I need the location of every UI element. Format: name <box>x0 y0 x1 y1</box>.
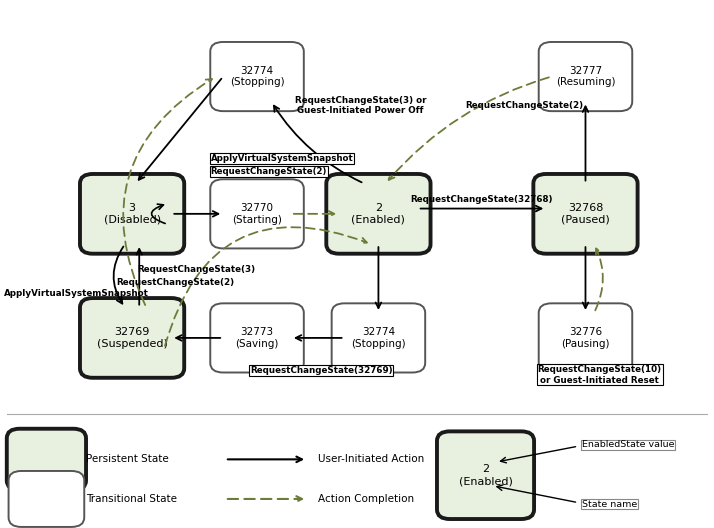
Text: 32770
(Starting): 32770 (Starting) <box>232 203 282 224</box>
Text: ApplyVirtualSystemSnapshot: ApplyVirtualSystemSnapshot <box>211 154 353 163</box>
Text: Persistent State: Persistent State <box>86 455 169 464</box>
FancyBboxPatch shape <box>331 303 426 373</box>
Text: RequestChangeState(10)
or Guest-Initiated Reset: RequestChangeState(10) or Guest-Initiate… <box>538 365 662 384</box>
Text: 32769
(Suspended): 32769 (Suspended) <box>96 327 168 348</box>
FancyBboxPatch shape <box>326 174 431 254</box>
Text: 2
(Enabled): 2 (Enabled) <box>351 203 406 224</box>
Text: RequestChangeState(32768): RequestChangeState(32768) <box>411 195 553 204</box>
FancyBboxPatch shape <box>437 431 534 519</box>
Text: User-Initiated Action: User-Initiated Action <box>318 455 424 464</box>
FancyBboxPatch shape <box>210 42 304 111</box>
Text: 32774
(Stopping): 32774 (Stopping) <box>351 327 406 348</box>
Text: 32768
(Paused): 32768 (Paused) <box>561 203 610 224</box>
Text: Action Completion: Action Completion <box>318 494 414 504</box>
FancyBboxPatch shape <box>80 174 184 254</box>
Text: 2
(Enabled): 2 (Enabled) <box>458 465 513 486</box>
Text: Transitional State: Transitional State <box>86 494 176 504</box>
Text: RequestChangeState(2): RequestChangeState(2) <box>116 278 234 287</box>
FancyBboxPatch shape <box>210 180 304 249</box>
Text: RequestChangeState(3) or
Guest-Initiated Power Off: RequestChangeState(3) or Guest-Initiated… <box>295 96 426 115</box>
FancyBboxPatch shape <box>7 429 86 490</box>
Text: 32774
(Stopping): 32774 (Stopping) <box>230 66 284 87</box>
FancyBboxPatch shape <box>9 471 84 527</box>
Text: EnabledState value: EnabledState value <box>582 440 675 449</box>
FancyBboxPatch shape <box>80 298 184 378</box>
Text: 32777
(Resuming): 32777 (Resuming) <box>555 66 615 87</box>
Text: State name: State name <box>582 499 637 509</box>
FancyBboxPatch shape <box>210 303 304 373</box>
Text: RequestChangeState(3): RequestChangeState(3) <box>137 265 256 274</box>
Text: ApplyVirtualSystemSnapshot: ApplyVirtualSystemSnapshot <box>4 288 149 298</box>
Text: RequestChangeState(2): RequestChangeState(2) <box>466 101 584 110</box>
Text: 3
(Disabled): 3 (Disabled) <box>104 203 161 224</box>
Text: RequestChangeState(32769): RequestChangeState(32769) <box>250 366 393 375</box>
FancyBboxPatch shape <box>538 42 633 111</box>
Text: RequestChangeState(2): RequestChangeState(2) <box>211 167 327 176</box>
Text: 32773
(Saving): 32773 (Saving) <box>236 327 278 348</box>
Text: 32776
(Pausing): 32776 (Pausing) <box>561 327 610 348</box>
FancyBboxPatch shape <box>538 303 633 373</box>
FancyBboxPatch shape <box>533 174 638 254</box>
